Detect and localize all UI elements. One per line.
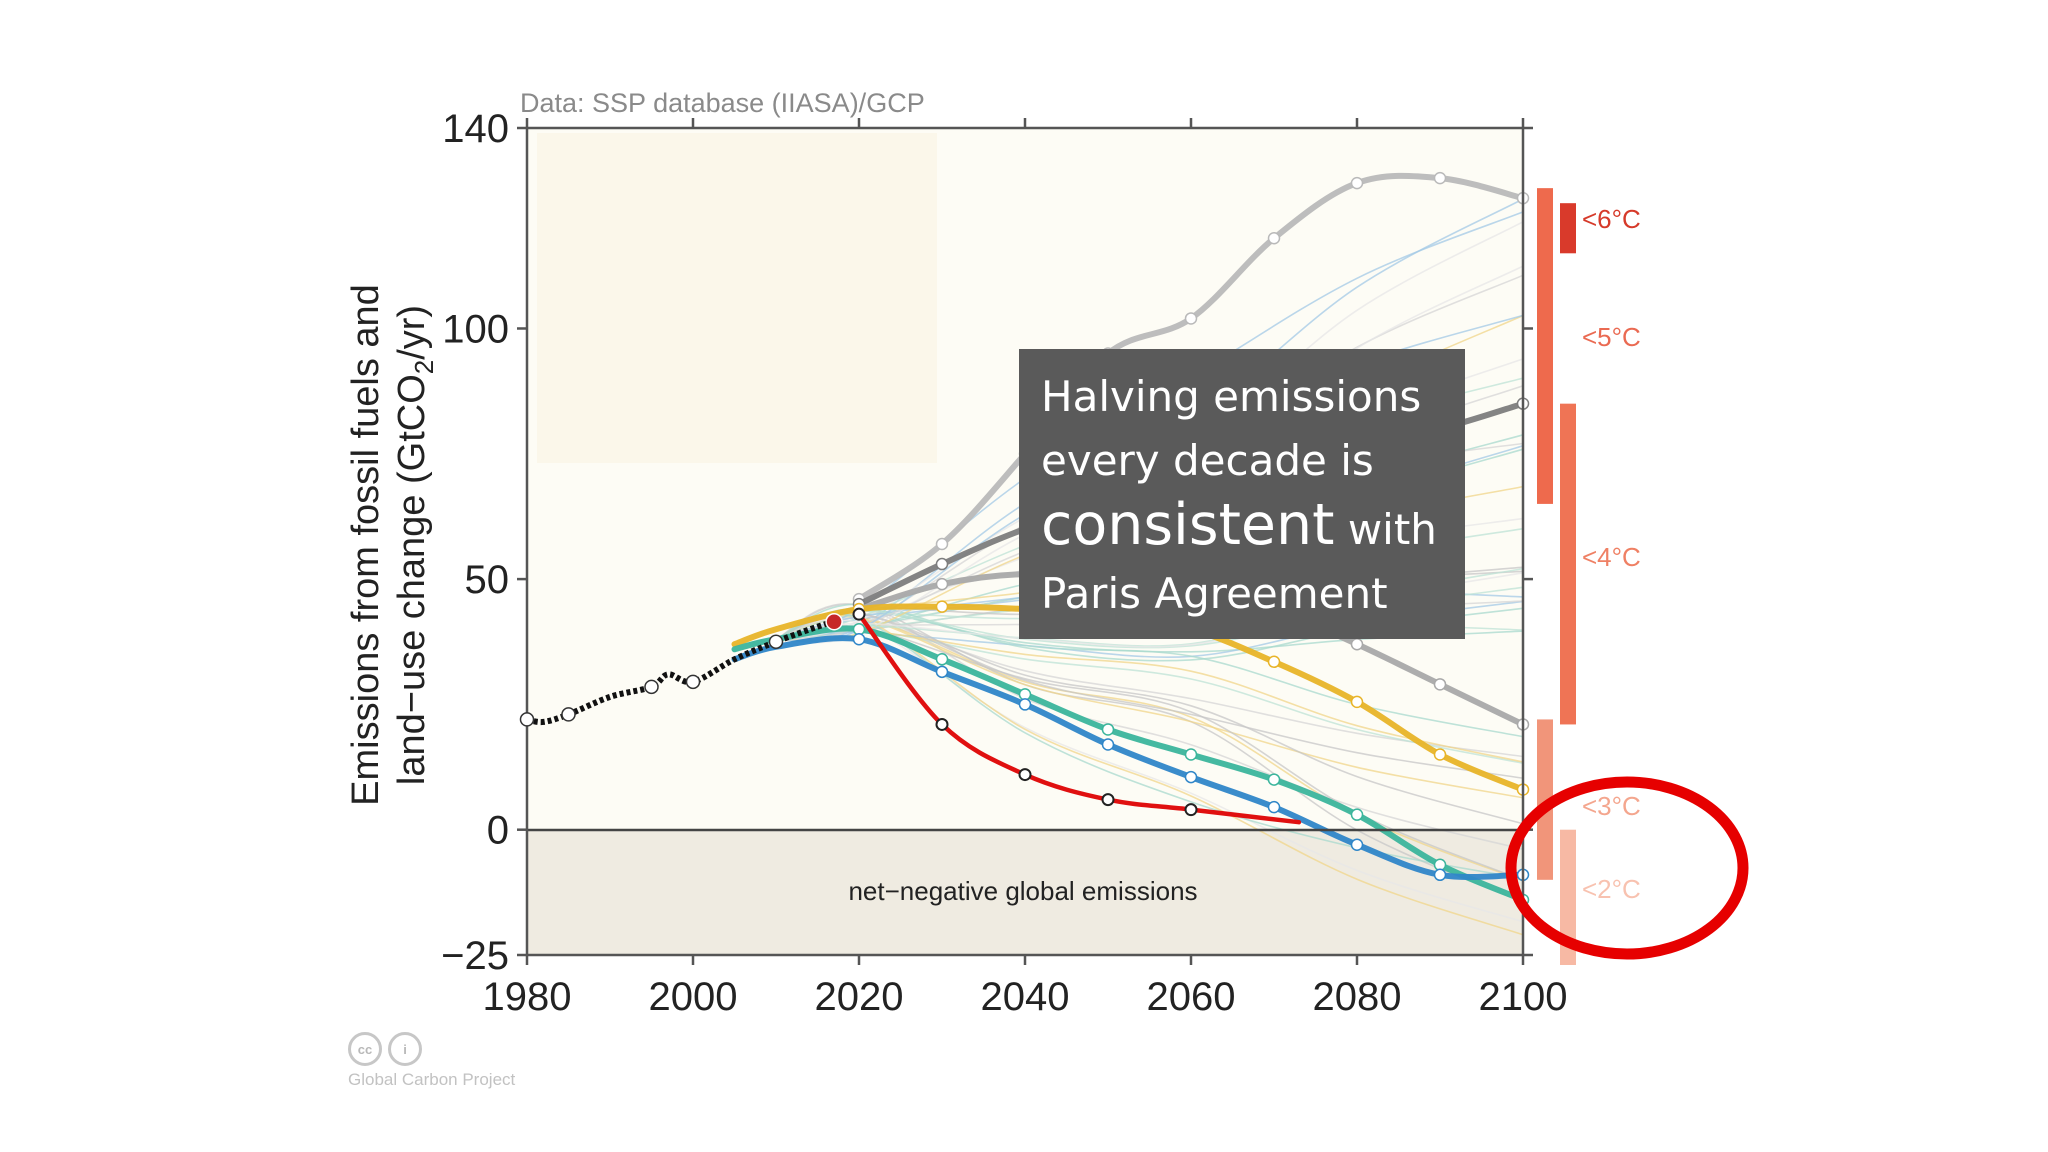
temperature-bar xyxy=(1537,719,1553,880)
scenario-point xyxy=(935,600,949,613)
license-footer: cc i Global Carbon Project xyxy=(348,1032,515,1090)
scenario-point xyxy=(1184,770,1198,784)
axis-ticks xyxy=(517,118,1533,965)
callout-line1: Halving emissions xyxy=(1041,372,1422,421)
scenario-point xyxy=(1267,800,1281,814)
scenario-point xyxy=(935,653,949,666)
license-label: Global Carbon Project xyxy=(348,1070,516,1089)
scenario-point xyxy=(1433,748,1447,761)
y-tick-label: 0 xyxy=(487,809,509,853)
scenario-point xyxy=(1350,808,1364,821)
scenario-point xyxy=(1101,738,1115,751)
scenario-point xyxy=(935,577,949,591)
license-icons: cc i xyxy=(348,1032,515,1066)
x-tick-label: 2040 xyxy=(981,975,1070,1019)
halving-point xyxy=(1184,803,1198,817)
scenario-point xyxy=(1433,678,1447,691)
temperature-bars xyxy=(1537,188,1576,965)
temperature-labels: <6°C <5°C <4°C <3°C <2°C xyxy=(1582,204,1641,904)
temperature-bar xyxy=(1560,203,1576,254)
temperature-bar xyxy=(1560,829,1576,965)
x-tick-label: 2100 xyxy=(1479,975,1568,1019)
temperature-label: <2°C xyxy=(1582,874,1641,904)
temperature-label: <6°C xyxy=(1582,204,1641,234)
y-axis-label: Emissions from fossil fuels and land−use… xyxy=(345,284,439,806)
scenario-point xyxy=(1184,748,1198,761)
x-tick-label: 2020 xyxy=(815,975,904,1019)
temperature-label: <5°C xyxy=(1582,322,1641,352)
halving-path xyxy=(852,607,1302,825)
halving-line xyxy=(856,611,1302,825)
scenario-point xyxy=(935,665,949,679)
x-tick-label: 2060 xyxy=(1147,975,1236,1019)
historical-point xyxy=(519,712,535,727)
x-tick-label: 2000 xyxy=(649,975,738,1019)
x-tick-labels: 1980 2000 2020 2040 2060 2080 2100 xyxy=(483,975,1568,1019)
ylabel-subscript: 2 xyxy=(409,360,439,374)
callout-emphasis: consistent xyxy=(1041,492,1335,558)
historical-point xyxy=(768,634,784,649)
y-tick-label: −25 xyxy=(441,934,509,978)
halving-point xyxy=(1018,768,1032,782)
callout-line3: consistent with xyxy=(1041,493,1443,562)
x-tick-label: 2080 xyxy=(1313,975,1402,1019)
scenario-point xyxy=(1184,312,1198,325)
scenario-point xyxy=(935,537,949,551)
halving-point xyxy=(852,607,866,621)
scenario-point xyxy=(1350,695,1364,709)
y-tick-label: 140 xyxy=(442,107,509,151)
y-axis-label-line1: Emissions from fossil fuels and xyxy=(345,284,387,806)
temperature-bar xyxy=(1560,403,1576,725)
attribution-icon: i xyxy=(388,1032,422,1066)
creative-commons-icon: cc xyxy=(348,1032,382,1066)
scenario-point xyxy=(1101,723,1115,736)
halving-point xyxy=(1101,793,1115,807)
highlight-ellipse xyxy=(1505,776,1749,960)
scenario-point xyxy=(1267,232,1281,245)
scenario-point xyxy=(1350,176,1364,190)
scenario-point xyxy=(1350,637,1364,651)
ylabel-suffix: /yr) xyxy=(391,305,433,360)
scenario-point xyxy=(852,632,866,646)
callout-line3-rest: with xyxy=(1334,505,1437,554)
scenario-point xyxy=(1267,655,1281,669)
scenario-point xyxy=(1433,171,1447,185)
historical-point xyxy=(561,707,576,722)
scenario-series-6 xyxy=(731,632,1530,882)
scenario-point xyxy=(1350,838,1364,851)
y-tick-label: 100 xyxy=(442,307,509,351)
callout-line4: Paris Agreement xyxy=(1041,569,1388,618)
halving-point xyxy=(935,717,949,731)
historical-emissions xyxy=(519,612,843,727)
scenario-point xyxy=(1433,868,1447,882)
y-tick-label: 50 xyxy=(465,558,510,602)
data-source-note: Data: SSP database (IIASA)/GCP xyxy=(520,88,925,118)
historical-point xyxy=(644,679,659,695)
callout-line2: every decade is xyxy=(1041,436,1374,485)
temperature-label: <3°C xyxy=(1582,791,1641,821)
callout-box: Halving emissions every decade is consis… xyxy=(1019,349,1465,639)
scenario-point xyxy=(1267,773,1281,786)
scenario-point xyxy=(935,557,949,571)
temperature-bar xyxy=(1537,188,1553,504)
plot-background-top-left xyxy=(537,133,937,463)
current-emissions-point xyxy=(825,612,843,631)
ylabel-prefix: land−use change (GtCO xyxy=(391,374,433,785)
negative-region-label: net−negative global emissions xyxy=(848,876,1197,906)
y-tick-labels: 140 100 50 0 −25 xyxy=(441,107,509,978)
x-tick-label: 1980 xyxy=(483,975,572,1019)
historical-point xyxy=(685,674,701,690)
temperature-label: <4°C xyxy=(1582,542,1641,572)
scenario-point xyxy=(1018,698,1032,711)
y-axis-label-line2: land−use change (GtCO2/yr) xyxy=(391,305,439,785)
